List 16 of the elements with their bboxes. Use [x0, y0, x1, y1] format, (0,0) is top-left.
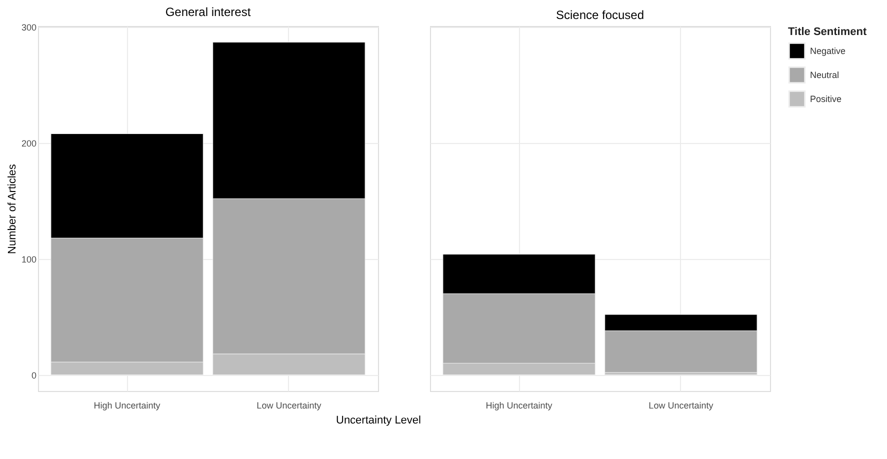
legend-label: Negative — [810, 46, 846, 56]
x-tick-label: Low Uncertainty — [256, 400, 322, 410]
x-axis-title: Uncertainty Level — [336, 414, 421, 426]
chart-title: General interest — [165, 5, 252, 20]
x-tick-label: High Uncertainty — [486, 400, 553, 410]
chart-title: Science focused — [556, 8, 644, 22]
y-tick-label: 0 — [31, 370, 36, 380]
y-tick-label: 100 — [21, 254, 36, 264]
x-tick-label: Low Uncertainty — [648, 400, 714, 410]
legend-title: Title Sentiment — [788, 26, 867, 38]
legend-label: Neutral — [810, 70, 840, 80]
y-tick-label: 300 — [21, 22, 36, 33]
legend-label: Positive — [810, 94, 842, 104]
y-tick-label: 200 — [21, 138, 36, 149]
x-tick-label: High Uncertainty — [94, 400, 161, 410]
y-axis-title: Number of Articles — [6, 164, 18, 254]
